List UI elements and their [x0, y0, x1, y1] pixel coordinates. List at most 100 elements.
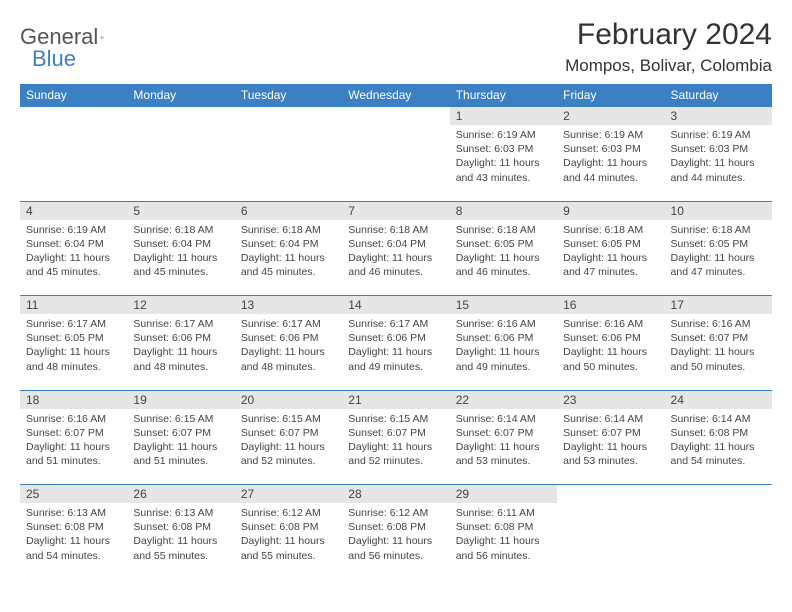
sunrise-line: Sunrise: 6:17 AM [133, 317, 228, 331]
sunset-line: Sunset: 6:03 PM [456, 142, 551, 156]
sunset-line: Sunset: 6:08 PM [671, 426, 766, 440]
sunset-line: Sunset: 6:03 PM [563, 142, 658, 156]
daylight-line: Daylight: 11 hours and 51 minutes. [133, 440, 228, 468]
empty-daynum [235, 107, 342, 126]
daylight-line: Daylight: 11 hours and 56 minutes. [456, 534, 551, 562]
empty-cell [235, 125, 342, 201]
day-header: Friday [557, 84, 664, 107]
day-number: 26 [127, 485, 234, 504]
day-number: 18 [20, 390, 127, 409]
day-number: 27 [235, 485, 342, 504]
sunrise-line: Sunrise: 6:18 AM [133, 223, 228, 237]
calendar-table: SundayMondayTuesdayWednesdayThursdayFrid… [20, 84, 772, 579]
sunrise-line: Sunrise: 6:11 AM [456, 506, 551, 520]
daylight-line: Daylight: 11 hours and 50 minutes. [671, 345, 766, 373]
day-number: 7 [342, 201, 449, 220]
day-header: Thursday [450, 84, 557, 107]
day-number: 14 [342, 296, 449, 315]
day-info: Sunrise: 6:16 AMSunset: 6:07 PMDaylight:… [20, 409, 127, 485]
day-number: 20 [235, 390, 342, 409]
sunset-line: Sunset: 6:06 PM [456, 331, 551, 345]
day-info: Sunrise: 6:15 AMSunset: 6:07 PMDaylight:… [235, 409, 342, 485]
sunset-line: Sunset: 6:04 PM [133, 237, 228, 251]
day-info: Sunrise: 6:19 AMSunset: 6:03 PMDaylight:… [557, 125, 664, 201]
day-number: 9 [557, 201, 664, 220]
sunrise-line: Sunrise: 6:18 AM [456, 223, 551, 237]
daylight-line: Daylight: 11 hours and 51 minutes. [26, 440, 121, 468]
sunset-line: Sunset: 6:04 PM [26, 237, 121, 251]
day-header: Sunday [20, 84, 127, 107]
day-header: Saturday [665, 84, 772, 107]
daynum-row: 11121314151617 [20, 296, 772, 315]
sunset-line: Sunset: 6:07 PM [26, 426, 121, 440]
sunset-line: Sunset: 6:07 PM [563, 426, 658, 440]
daylight-line: Daylight: 11 hours and 55 minutes. [133, 534, 228, 562]
daylight-line: Daylight: 11 hours and 56 minutes. [348, 534, 443, 562]
page-header: General February 2024 Mompos, Bolivar, C… [20, 18, 772, 76]
day-number: 8 [450, 201, 557, 220]
day-info: Sunrise: 6:19 AMSunset: 6:03 PMDaylight:… [450, 125, 557, 201]
day-info: Sunrise: 6:14 AMSunset: 6:08 PMDaylight:… [665, 409, 772, 485]
daylight-line: Daylight: 11 hours and 47 minutes. [671, 251, 766, 279]
daylight-line: Daylight: 11 hours and 54 minutes. [671, 440, 766, 468]
sunrise-line: Sunrise: 6:17 AM [348, 317, 443, 331]
empty-cell [342, 125, 449, 201]
day-info: Sunrise: 6:18 AMSunset: 6:04 PMDaylight:… [342, 220, 449, 296]
sunrise-line: Sunrise: 6:15 AM [348, 412, 443, 426]
empty-daynum [665, 485, 772, 504]
day-number: 10 [665, 201, 772, 220]
day-info: Sunrise: 6:12 AMSunset: 6:08 PMDaylight:… [235, 503, 342, 579]
info-row: Sunrise: 6:19 AMSunset: 6:04 PMDaylight:… [20, 220, 772, 296]
sunset-line: Sunset: 6:06 PM [563, 331, 658, 345]
sunset-line: Sunset: 6:07 PM [671, 331, 766, 345]
day-info: Sunrise: 6:18 AMSunset: 6:05 PMDaylight:… [665, 220, 772, 296]
daylight-line: Daylight: 11 hours and 45 minutes. [133, 251, 228, 279]
sunrise-line: Sunrise: 6:17 AM [241, 317, 336, 331]
daynum-row: 18192021222324 [20, 390, 772, 409]
title-block: February 2024 Mompos, Bolivar, Colombia [565, 18, 772, 76]
day-number: 19 [127, 390, 234, 409]
sunset-line: Sunset: 6:08 PM [348, 520, 443, 534]
day-info: Sunrise: 6:19 AMSunset: 6:04 PMDaylight:… [20, 220, 127, 296]
sunrise-line: Sunrise: 6:14 AM [456, 412, 551, 426]
day-info: Sunrise: 6:17 AMSunset: 6:06 PMDaylight:… [235, 314, 342, 390]
daylight-line: Daylight: 11 hours and 44 minutes. [671, 156, 766, 184]
info-row: Sunrise: 6:17 AMSunset: 6:05 PMDaylight:… [20, 314, 772, 390]
sunset-line: Sunset: 6:06 PM [241, 331, 336, 345]
sunset-line: Sunset: 6:07 PM [456, 426, 551, 440]
empty-daynum [20, 107, 127, 126]
daylight-line: Daylight: 11 hours and 43 minutes. [456, 156, 551, 184]
calendar-location: Mompos, Bolivar, Colombia [565, 56, 772, 76]
sunrise-line: Sunrise: 6:13 AM [26, 506, 121, 520]
sunrise-line: Sunrise: 6:19 AM [671, 128, 766, 142]
day-info: Sunrise: 6:17 AMSunset: 6:05 PMDaylight:… [20, 314, 127, 390]
sunset-line: Sunset: 6:07 PM [133, 426, 228, 440]
day-number: 21 [342, 390, 449, 409]
day-info: Sunrise: 6:14 AMSunset: 6:07 PMDaylight:… [557, 409, 664, 485]
daylight-line: Daylight: 11 hours and 54 minutes. [26, 534, 121, 562]
day-header: Wednesday [342, 84, 449, 107]
day-info: Sunrise: 6:13 AMSunset: 6:08 PMDaylight:… [20, 503, 127, 579]
sunset-line: Sunset: 6:07 PM [241, 426, 336, 440]
sunrise-line: Sunrise: 6:13 AM [133, 506, 228, 520]
day-info: Sunrise: 6:17 AMSunset: 6:06 PMDaylight:… [127, 314, 234, 390]
daynum-row: 2526272829 [20, 485, 772, 504]
daylight-line: Daylight: 11 hours and 50 minutes. [563, 345, 658, 373]
sunset-line: Sunset: 6:05 PM [563, 237, 658, 251]
day-info: Sunrise: 6:15 AMSunset: 6:07 PMDaylight:… [127, 409, 234, 485]
sunset-line: Sunset: 6:05 PM [26, 331, 121, 345]
sunrise-line: Sunrise: 6:16 AM [26, 412, 121, 426]
day-number: 1 [450, 107, 557, 126]
day-info: Sunrise: 6:12 AMSunset: 6:08 PMDaylight:… [342, 503, 449, 579]
day-number: 2 [557, 107, 664, 126]
day-number: 13 [235, 296, 342, 315]
sunset-line: Sunset: 6:04 PM [348, 237, 443, 251]
sunrise-line: Sunrise: 6:18 AM [563, 223, 658, 237]
sunset-line: Sunset: 6:05 PM [456, 237, 551, 251]
day-info: Sunrise: 6:15 AMSunset: 6:07 PMDaylight:… [342, 409, 449, 485]
sunset-line: Sunset: 6:06 PM [348, 331, 443, 345]
day-number: 17 [665, 296, 772, 315]
daylight-line: Daylight: 11 hours and 47 minutes. [563, 251, 658, 279]
daylight-line: Daylight: 11 hours and 46 minutes. [456, 251, 551, 279]
daylight-line: Daylight: 11 hours and 48 minutes. [26, 345, 121, 373]
